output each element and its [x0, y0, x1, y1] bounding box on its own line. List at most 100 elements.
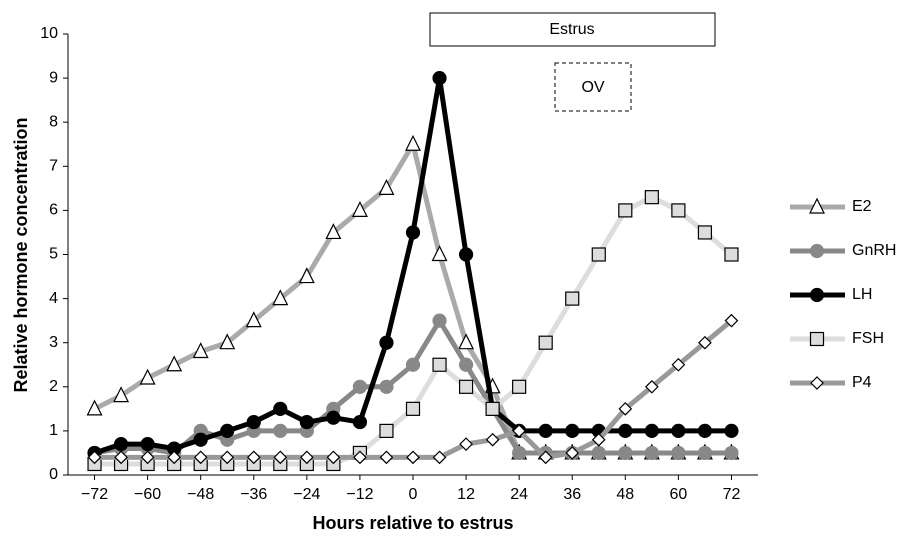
data-point — [724, 445, 739, 461]
x-tick-label: 72 — [723, 486, 741, 503]
series-line — [93, 75, 732, 456]
y-tick-label: 7 — [49, 158, 58, 175]
legend-label: FSH — [852, 330, 884, 347]
data-point — [273, 423, 288, 438]
estrus-box — [429, 12, 716, 47]
data-point — [512, 424, 527, 438]
data-point — [697, 445, 713, 461]
legend-label: P4 — [852, 374, 872, 391]
data-point — [326, 450, 341, 465]
x-axis-title: Hours relative to estrus — [312, 513, 513, 533]
data-point — [272, 289, 289, 306]
data-point — [724, 423, 739, 438]
data-point — [193, 432, 208, 447]
data-point — [351, 201, 368, 217]
data-point — [698, 335, 712, 350]
y-tick-label: 5 — [49, 246, 58, 263]
data-point — [618, 423, 633, 438]
x-tick-label: 48 — [616, 486, 634, 503]
data-point — [458, 333, 475, 350]
y-tick-label: 2 — [49, 378, 58, 395]
data-point — [246, 450, 261, 465]
y-tick-label: 8 — [49, 113, 58, 130]
data-point — [246, 414, 261, 430]
data-point — [140, 437, 155, 452]
data-point — [352, 379, 368, 394]
data-point — [273, 401, 288, 416]
data-point — [139, 368, 156, 385]
data-point — [299, 450, 314, 465]
data-point — [192, 342, 209, 359]
data-point — [485, 432, 500, 447]
legend-label: LH — [852, 286, 872, 303]
y-tick-label: 0 — [49, 466, 58, 483]
data-point — [432, 357, 447, 372]
ov-box — [554, 62, 632, 112]
data-point — [378, 179, 395, 195]
data-point — [565, 291, 580, 306]
legend-marker — [809, 331, 825, 347]
x-tick-label: 60 — [669, 486, 687, 503]
data-point — [114, 450, 128, 465]
data-point — [220, 450, 235, 465]
data-point — [538, 335, 553, 350]
data-point — [458, 247, 474, 262]
data-point — [405, 225, 421, 240]
data-point — [697, 423, 713, 438]
x-tick-label: −24 — [293, 486, 320, 503]
data-point — [405, 357, 421, 372]
data-point — [565, 423, 580, 438]
data-point — [644, 379, 659, 394]
data-point — [166, 355, 183, 372]
legend-label: E2 — [852, 198, 872, 215]
data-point — [379, 379, 394, 394]
x-tick-label: −36 — [240, 486, 267, 503]
x-tick-label: 24 — [510, 486, 528, 503]
data-point — [352, 414, 368, 430]
x-tick-label: 36 — [563, 486, 581, 503]
data-point — [219, 333, 236, 350]
x-tick-label: −72 — [81, 486, 108, 503]
data-point — [406, 450, 420, 465]
data-point — [405, 401, 421, 416]
data-point — [140, 450, 155, 465]
x-tick-label: −60 — [134, 486, 161, 503]
data-point — [485, 401, 500, 416]
data-point — [431, 245, 448, 262]
y-tick-label: 1 — [49, 422, 58, 439]
x-tick-label: −48 — [187, 486, 214, 503]
annotation: Estrus — [549, 21, 594, 38]
data-point — [113, 437, 129, 452]
data-point — [618, 203, 633, 218]
data-point — [644, 423, 659, 438]
legend-marker — [809, 243, 825, 259]
data-point — [86, 399, 103, 416]
y-tick-label: 6 — [49, 202, 58, 219]
data-point — [724, 247, 739, 262]
data-point — [379, 423, 394, 438]
data-point — [618, 402, 633, 416]
data-point — [671, 423, 686, 438]
y-tick-label: 4 — [49, 290, 58, 307]
data-point — [512, 445, 527, 461]
data-point — [591, 445, 606, 461]
x-tick-label: −12 — [346, 486, 373, 503]
x-tick-label: 0 — [409, 486, 418, 503]
data-point — [538, 423, 553, 438]
legend-marker — [809, 197, 825, 214]
data-point — [458, 357, 474, 372]
data-point — [618, 445, 633, 461]
data-point — [538, 450, 553, 465]
data-point — [671, 445, 686, 461]
legend-marker — [810, 376, 824, 390]
data-point — [432, 450, 447, 465]
data-point — [220, 423, 235, 438]
data-point — [459, 437, 473, 451]
data-point — [591, 247, 606, 262]
data-point — [273, 450, 288, 465]
data-point — [113, 386, 130, 403]
data-point — [591, 432, 606, 447]
y-axis-title: Relative hormone concentration — [11, 117, 31, 392]
y-tick-label: 9 — [49, 69, 58, 86]
